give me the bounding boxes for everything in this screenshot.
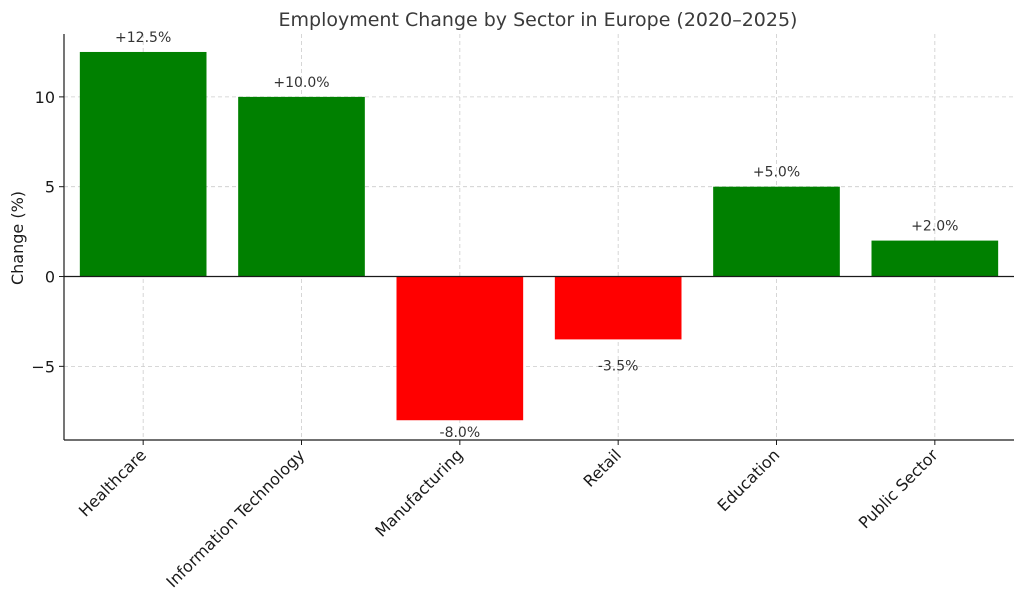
x-tick-label: Manufacturing: [371, 445, 466, 540]
y-tick-label: −5: [31, 357, 55, 376]
data-label: +5.0%: [753, 165, 800, 181]
data-label: -8.0%: [440, 425, 481, 441]
data-labels: +12.5% +10.0% -8.0% -3.5% +5.0% +2.0%: [115, 30, 958, 441]
x-tick-label: Retail: [580, 445, 625, 490]
x-tick-label: Public Sector: [855, 445, 942, 532]
y-tick-label: 0: [45, 268, 55, 287]
data-label: +12.5%: [115, 30, 171, 46]
bar-public-sector: [871, 240, 999, 277]
y-ticks: −5 0 5 10: [31, 88, 64, 376]
bar-healthcare: [79, 51, 207, 277]
axes: [63, 34, 1014, 441]
bar-manufacturing: [396, 276, 524, 421]
x-ticks: Healthcare Information Technology Manufact…: [75, 440, 942, 591]
bar-education: [713, 186, 840, 277]
bar-retail: [554, 276, 682, 340]
data-label: +10.0%: [273, 75, 329, 91]
y-tick-label: 5: [45, 178, 55, 197]
x-tick-label: Healthcare: [75, 445, 150, 520]
bars: [79, 51, 999, 421]
y-axis-label: Change (%): [8, 191, 27, 285]
data-label: +2.0%: [911, 219, 958, 235]
chart-title: Employment Change by Sector in Europe (2…: [279, 9, 798, 31]
y-tick-label: 10: [35, 88, 55, 107]
bar-information-technology: [238, 96, 365, 277]
data-label: -3.5%: [598, 358, 639, 374]
x-tick-label: Information Technology: [162, 445, 308, 591]
x-tick-label: Education: [714, 445, 784, 515]
